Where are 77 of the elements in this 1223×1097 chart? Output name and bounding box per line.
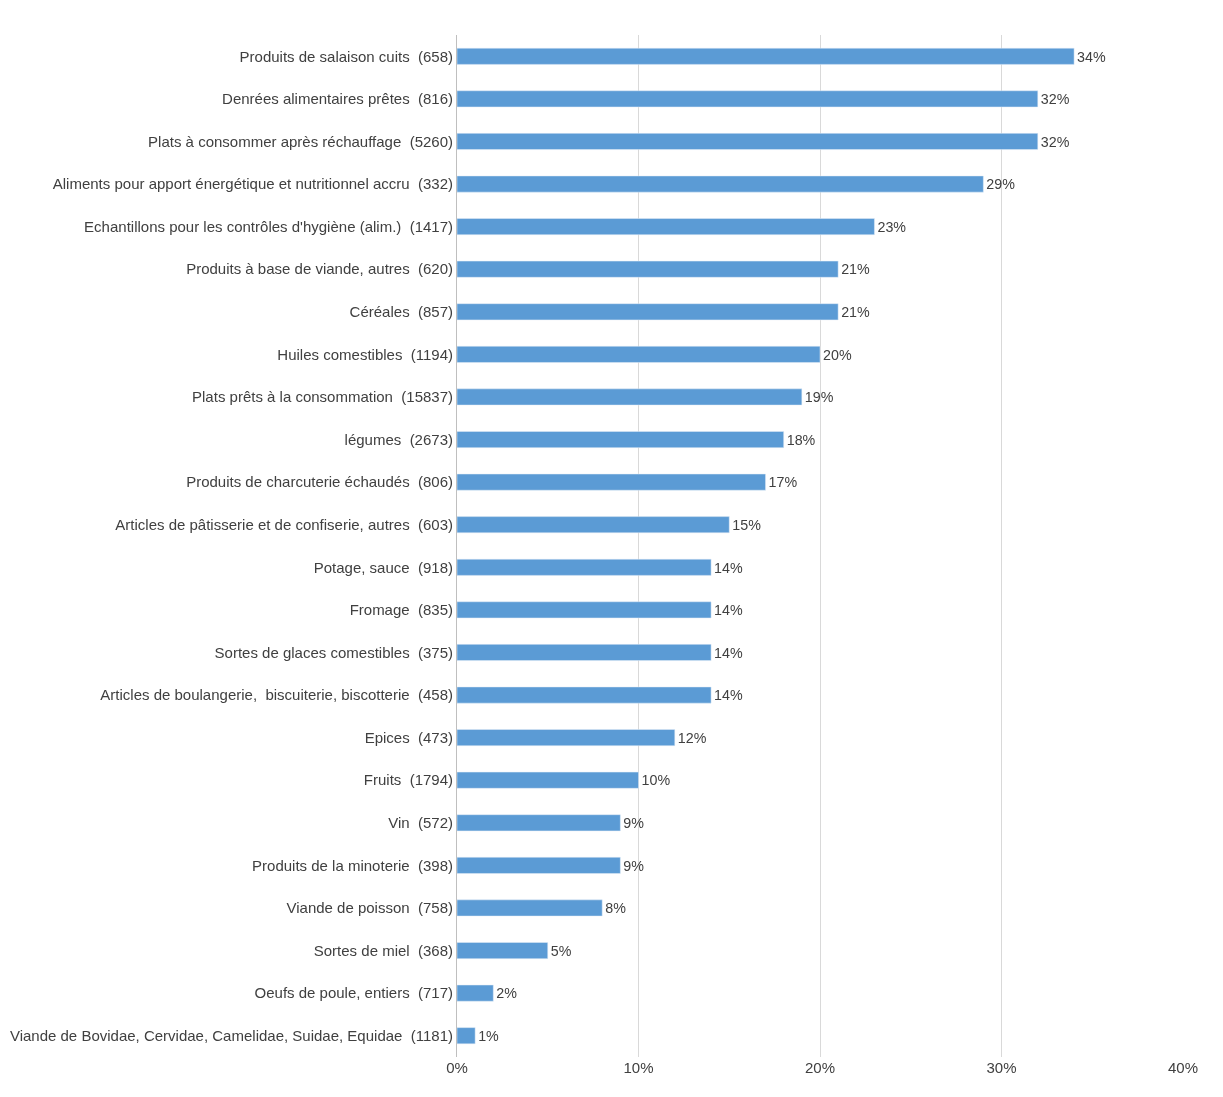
data-label: 29%: [986, 176, 1016, 193]
bar: [457, 686, 712, 704]
y-tick-label: Aliments pour apport énergétique et nutritionnel accru (332): [52, 175, 453, 193]
bar: [457, 516, 730, 534]
y-tick-label: Viande de Bovidae, Cervidae, Camelidae, Suidae, Equidae (1181): [9, 1026, 453, 1044]
data-label: 23%: [877, 218, 907, 235]
data-label: 1%: [478, 1027, 500, 1044]
data-label: 32%: [1040, 91, 1070, 108]
y-tick-label: Plats à consommer après réchauffage (5260): [148, 132, 453, 150]
data-label: 14%: [714, 687, 743, 704]
x-tick-label: 10%: [623, 1059, 654, 1076]
y-tick-label: Fromage (835): [349, 601, 453, 619]
y-tick-label: Potage, sauce (918): [313, 558, 453, 576]
x-tick-label: 30%: [986, 1059, 1017, 1076]
y-tick-label: Sortes de miel (368): [313, 941, 453, 959]
bar: [457, 814, 621, 832]
data-label: 9%: [623, 815, 645, 832]
y-tick-label: Produits à base de viande, autres (620): [186, 260, 453, 278]
data-label: 9%: [623, 857, 645, 874]
bar: [457, 90, 1039, 108]
bar: [457, 984, 494, 1002]
data-label: 32%: [1040, 133, 1070, 150]
data-label: 14%: [714, 602, 743, 619]
data-label: 12%: [677, 729, 707, 746]
data-label: 8%: [605, 900, 627, 917]
data-label: 21%: [841, 304, 871, 321]
y-tick-label: légumes (2673): [344, 430, 453, 448]
data-label: 2%: [496, 985, 518, 1002]
bar: [457, 857, 621, 874]
y-tick-label: Sortes de glaces comestibles (375): [214, 643, 453, 661]
bar: [457, 899, 603, 917]
bar: [457, 175, 984, 193]
bar: [457, 771, 639, 789]
y-tick-label: Produits de salaison cuits (658): [239, 47, 453, 65]
bar: [457, 473, 766, 491]
y-tick-label: Epices (473): [364, 728, 453, 746]
y-tick-label: Produits de charcuterie échaudés (806): [186, 473, 453, 491]
data-label: 21%: [841, 261, 871, 278]
y-tick-label: Vin (572): [388, 814, 453, 832]
bar: [457, 388, 803, 406]
bar: [457, 601, 712, 619]
y-tick-label: Echantillons pour les contrôles d'hygiène (alim.) (1417): [84, 217, 453, 235]
data-label: 10%: [641, 772, 671, 789]
x-tick-label: 0%: [446, 1059, 468, 1076]
bar: [457, 644, 712, 661]
y-tick-label: Céréales (857): [349, 303, 453, 321]
bar: [457, 47, 1075, 65]
x-tick-label: 20%: [804, 1059, 836, 1076]
bar: [457, 133, 1039, 150]
data-label: 15%: [732, 516, 762, 533]
bar: [457, 346, 821, 363]
bar: [457, 260, 839, 278]
bar: [457, 303, 839, 321]
y-tick-label: Huiles comestibles (1194): [277, 345, 453, 363]
bar: [457, 729, 676, 746]
data-label: 5%: [550, 942, 572, 959]
y-tick-label: Viande de poisson (758): [286, 899, 453, 917]
y-tick-label: Fruits (1794): [363, 771, 453, 789]
data-label: 18%: [786, 431, 816, 448]
y-tick-label: Produits de la minoterie (398): [252, 856, 453, 874]
data-label: 20%: [823, 346, 852, 363]
x-tick-label: 40%: [1167, 1059, 1199, 1076]
y-tick-label: Articles de boulangerie, biscuiterie, biscotterie (458): [100, 686, 453, 704]
y-tick-label: Oeufs de poule, entiers (717): [254, 984, 453, 1002]
bar: [457, 431, 784, 448]
y-tick-label: Articles de pâtisserie et de confiserie, autres (603): [115, 515, 453, 533]
bar: [457, 1027, 476, 1045]
y-tick-label: Plats prêts à la consommation (15837): [192, 388, 453, 406]
data-label: 34%: [1077, 48, 1106, 65]
bar: [457, 218, 875, 235]
data-label: 17%: [768, 474, 798, 491]
data-label: 19%: [804, 389, 834, 406]
bar: [457, 942, 548, 959]
bar: [457, 558, 712, 576]
y-tick-label: Denrées alimentaires prêtes (816): [222, 90, 453, 108]
data-label: 14%: [714, 644, 743, 661]
data-label: 14%: [714, 559, 743, 576]
